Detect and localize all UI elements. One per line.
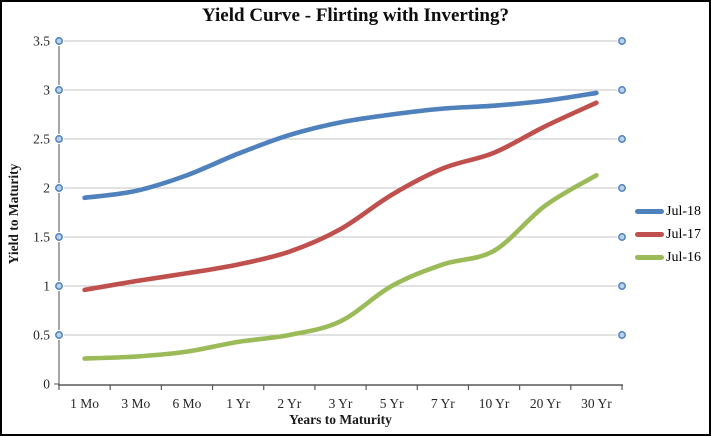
gridline-end-marker	[618, 135, 626, 143]
gridline-end-marker	[55, 282, 63, 290]
legend-swatch	[635, 209, 664, 214]
gridline-end-marker	[618, 86, 626, 94]
legend-swatch	[635, 255, 664, 260]
x-tick-label: 7 Yr	[431, 396, 455, 411]
y-tick-label: 2	[43, 181, 50, 196]
series-line-jul-16	[82, 172, 599, 361]
x-axis-title: Years to Maturity	[289, 412, 392, 427]
gridline-end-marker	[55, 37, 63, 45]
x-tick-label: 30 Yr	[581, 396, 612, 411]
legend-label: Jul-18	[666, 204, 701, 219]
x-tick-label: 20 Yr	[530, 396, 561, 411]
gridline-end-marker	[618, 184, 626, 192]
series-line-jul-17	[82, 100, 599, 293]
x-tick-label: 6 Mo	[173, 396, 202, 411]
legend-label: Jul-17	[666, 227, 701, 242]
gridline-end-marker	[55, 86, 63, 94]
gridline-end-marker	[55, 184, 63, 192]
y-tick-label: 0	[43, 377, 50, 392]
legend-label: Jul-16	[666, 250, 701, 265]
gridline-end-marker	[55, 331, 63, 339]
chart-title: Yield Curve - Flirting with Inverting?	[202, 5, 509, 26]
x-tick-label: 2 Yr	[277, 396, 301, 411]
x-tick-label: 5 Yr	[380, 396, 404, 411]
y-tick-label: 3	[43, 83, 50, 98]
x-tick-label: 3 Yr	[329, 396, 353, 411]
legend: Jul-18 Jul-17 Jul-16	[635, 204, 701, 265]
series-line-jul-18	[82, 90, 599, 201]
gridline-end-marker	[55, 233, 63, 241]
legend-item-jul-17: Jul-17	[635, 227, 701, 242]
y-tick-label: 1	[43, 279, 50, 294]
gridline-end-marker	[55, 135, 63, 143]
gridline-end-marker	[618, 331, 626, 339]
y-tick-label: 1.5	[33, 230, 50, 245]
legend-swatch	[635, 232, 664, 237]
legend-item-jul-16: Jul-16	[635, 250, 701, 265]
x-tick-label: 1 Mo	[70, 396, 99, 411]
gridline-end-marker	[618, 233, 626, 241]
y-tick-label: 0.5	[33, 328, 50, 343]
y-tick-label: 3.5	[33, 34, 50, 49]
gridline-end-marker	[618, 282, 626, 290]
x-tick-label: 1 Yr	[226, 396, 250, 411]
x-tick-label: 10 Yr	[479, 396, 510, 411]
legend-item-jul-18: Jul-18	[635, 204, 701, 219]
y-tick-label: 2.5	[33, 132, 50, 147]
x-tick-label: 3 Mo	[121, 396, 150, 411]
gridline-end-marker	[618, 37, 626, 45]
